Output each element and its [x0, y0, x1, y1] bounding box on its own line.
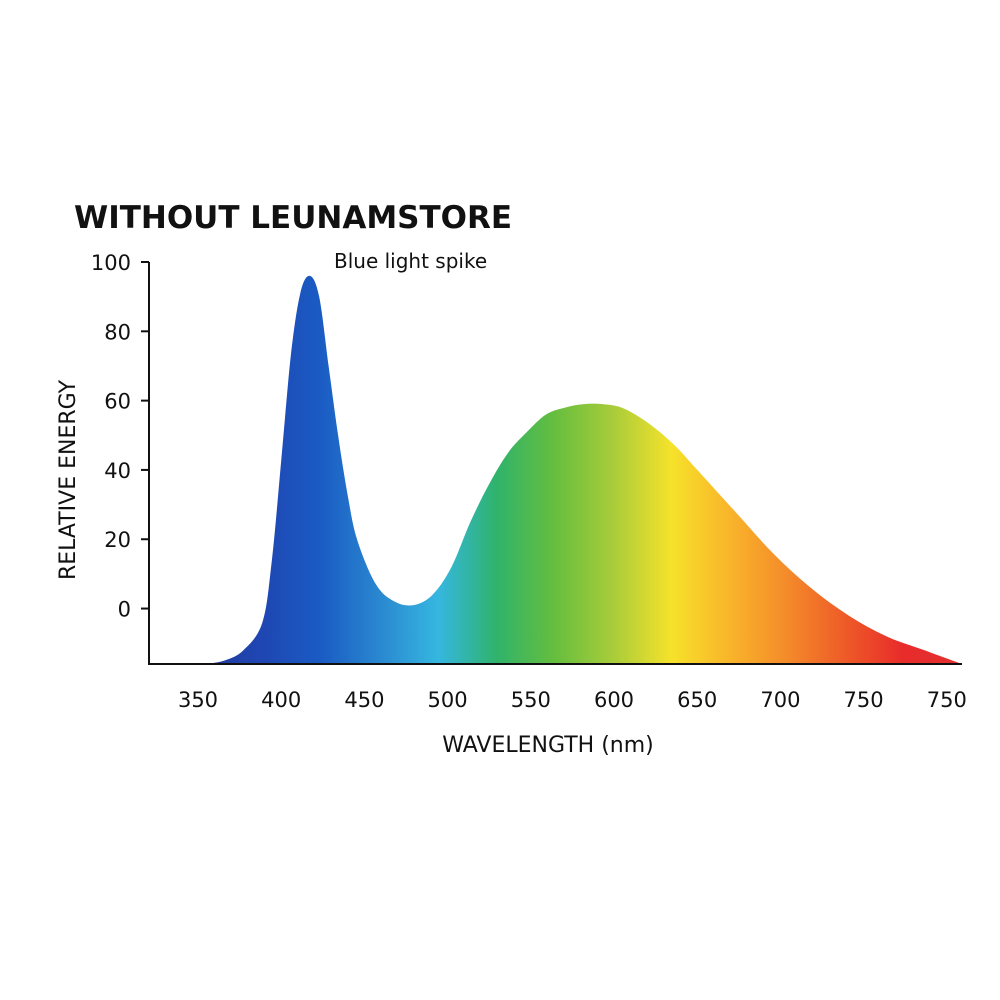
x-tick-label: 550 — [511, 688, 551, 712]
y-ticks: 100 80 60 40 20 0 — [91, 251, 149, 622]
chart-title: WITHOUT LEUNAMSTORE — [74, 200, 512, 236]
y-axis-label: RELATIVE ENERGY — [56, 379, 81, 580]
spectrum-area-layer — [205, 275, 962, 664]
x-tick-label: 600 — [594, 688, 634, 712]
y-tick-label: 0 — [118, 598, 131, 622]
y-tick-label: 20 — [104, 528, 131, 552]
x-tick-label: 750 — [927, 688, 967, 712]
x-tick-label: 700 — [760, 688, 800, 712]
x-tick-label: 450 — [344, 688, 384, 712]
y-tick-label: 100 — [91, 251, 131, 275]
x-axis-label: WAVELENGTH (nm) — [442, 733, 654, 758]
x-tick-label: 500 — [428, 688, 468, 712]
y-tick-label: 60 — [104, 390, 131, 414]
x-tick-label: 650 — [677, 688, 717, 712]
spectrum-area — [205, 275, 962, 664]
blue-light-spike-annotation: Blue light spike — [334, 249, 487, 273]
x-ticks: 350 400 450 500 550 600 650 700 750 750 — [178, 688, 967, 712]
x-tick-label: 350 — [178, 688, 218, 712]
y-tick-label: 40 — [104, 459, 131, 483]
x-tick-label: 750 — [844, 688, 884, 712]
x-tick-label: 400 — [261, 688, 301, 712]
y-tick-label: 80 — [104, 320, 131, 344]
